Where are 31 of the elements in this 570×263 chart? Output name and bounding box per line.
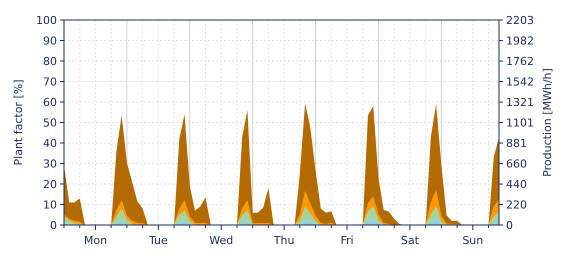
y2-tick-label: 1101 [506, 116, 534, 130]
x-tick-label: Sat [400, 234, 420, 247]
x-tick-label: Mon [84, 234, 108, 247]
x-tick-label: Tue [148, 234, 168, 247]
y-tick-label: 0 [50, 218, 57, 232]
y-tick-label: 40 [43, 136, 57, 150]
x-tick-label: Fri [340, 234, 354, 247]
y-tick-label: 60 [43, 96, 57, 109]
y2-tick-label: 881 [506, 136, 527, 150]
y2-tick-label: 1982 [506, 34, 534, 48]
y-tick-label: 30 [43, 157, 57, 170]
x-tick-label: Wed [209, 234, 234, 247]
x-tick-label: Thu [272, 234, 294, 247]
y-tick-label: 90 [43, 34, 57, 48]
y-tick-label: 20 [43, 178, 57, 191]
y2-axis-title: Production [MWh/h] [541, 68, 554, 177]
y-tick-label: 70 [43, 75, 57, 88]
y-tick-label: 80 [43, 54, 57, 68]
y2-tick-label: 2203 [506, 14, 534, 27]
y-tick-label: 50 [43, 116, 57, 130]
y2-tick-label: 1542 [506, 75, 534, 88]
y2-tick-label: 660 [506, 157, 527, 170]
y2-tick-label: 440 [506, 178, 527, 191]
y2-tick-label: 1321 [506, 96, 534, 109]
y2-tick-label: 0 [506, 218, 513, 232]
y-tick-label: 100 [36, 14, 57, 27]
y-axis-title: Plant factor [%] [12, 80, 25, 166]
y2-tick-label: 1762 [506, 54, 534, 68]
x-tick-label: Sun [462, 234, 484, 247]
y2-tick-label: 220 [506, 198, 527, 212]
y-tick-label: 10 [43, 198, 57, 212]
